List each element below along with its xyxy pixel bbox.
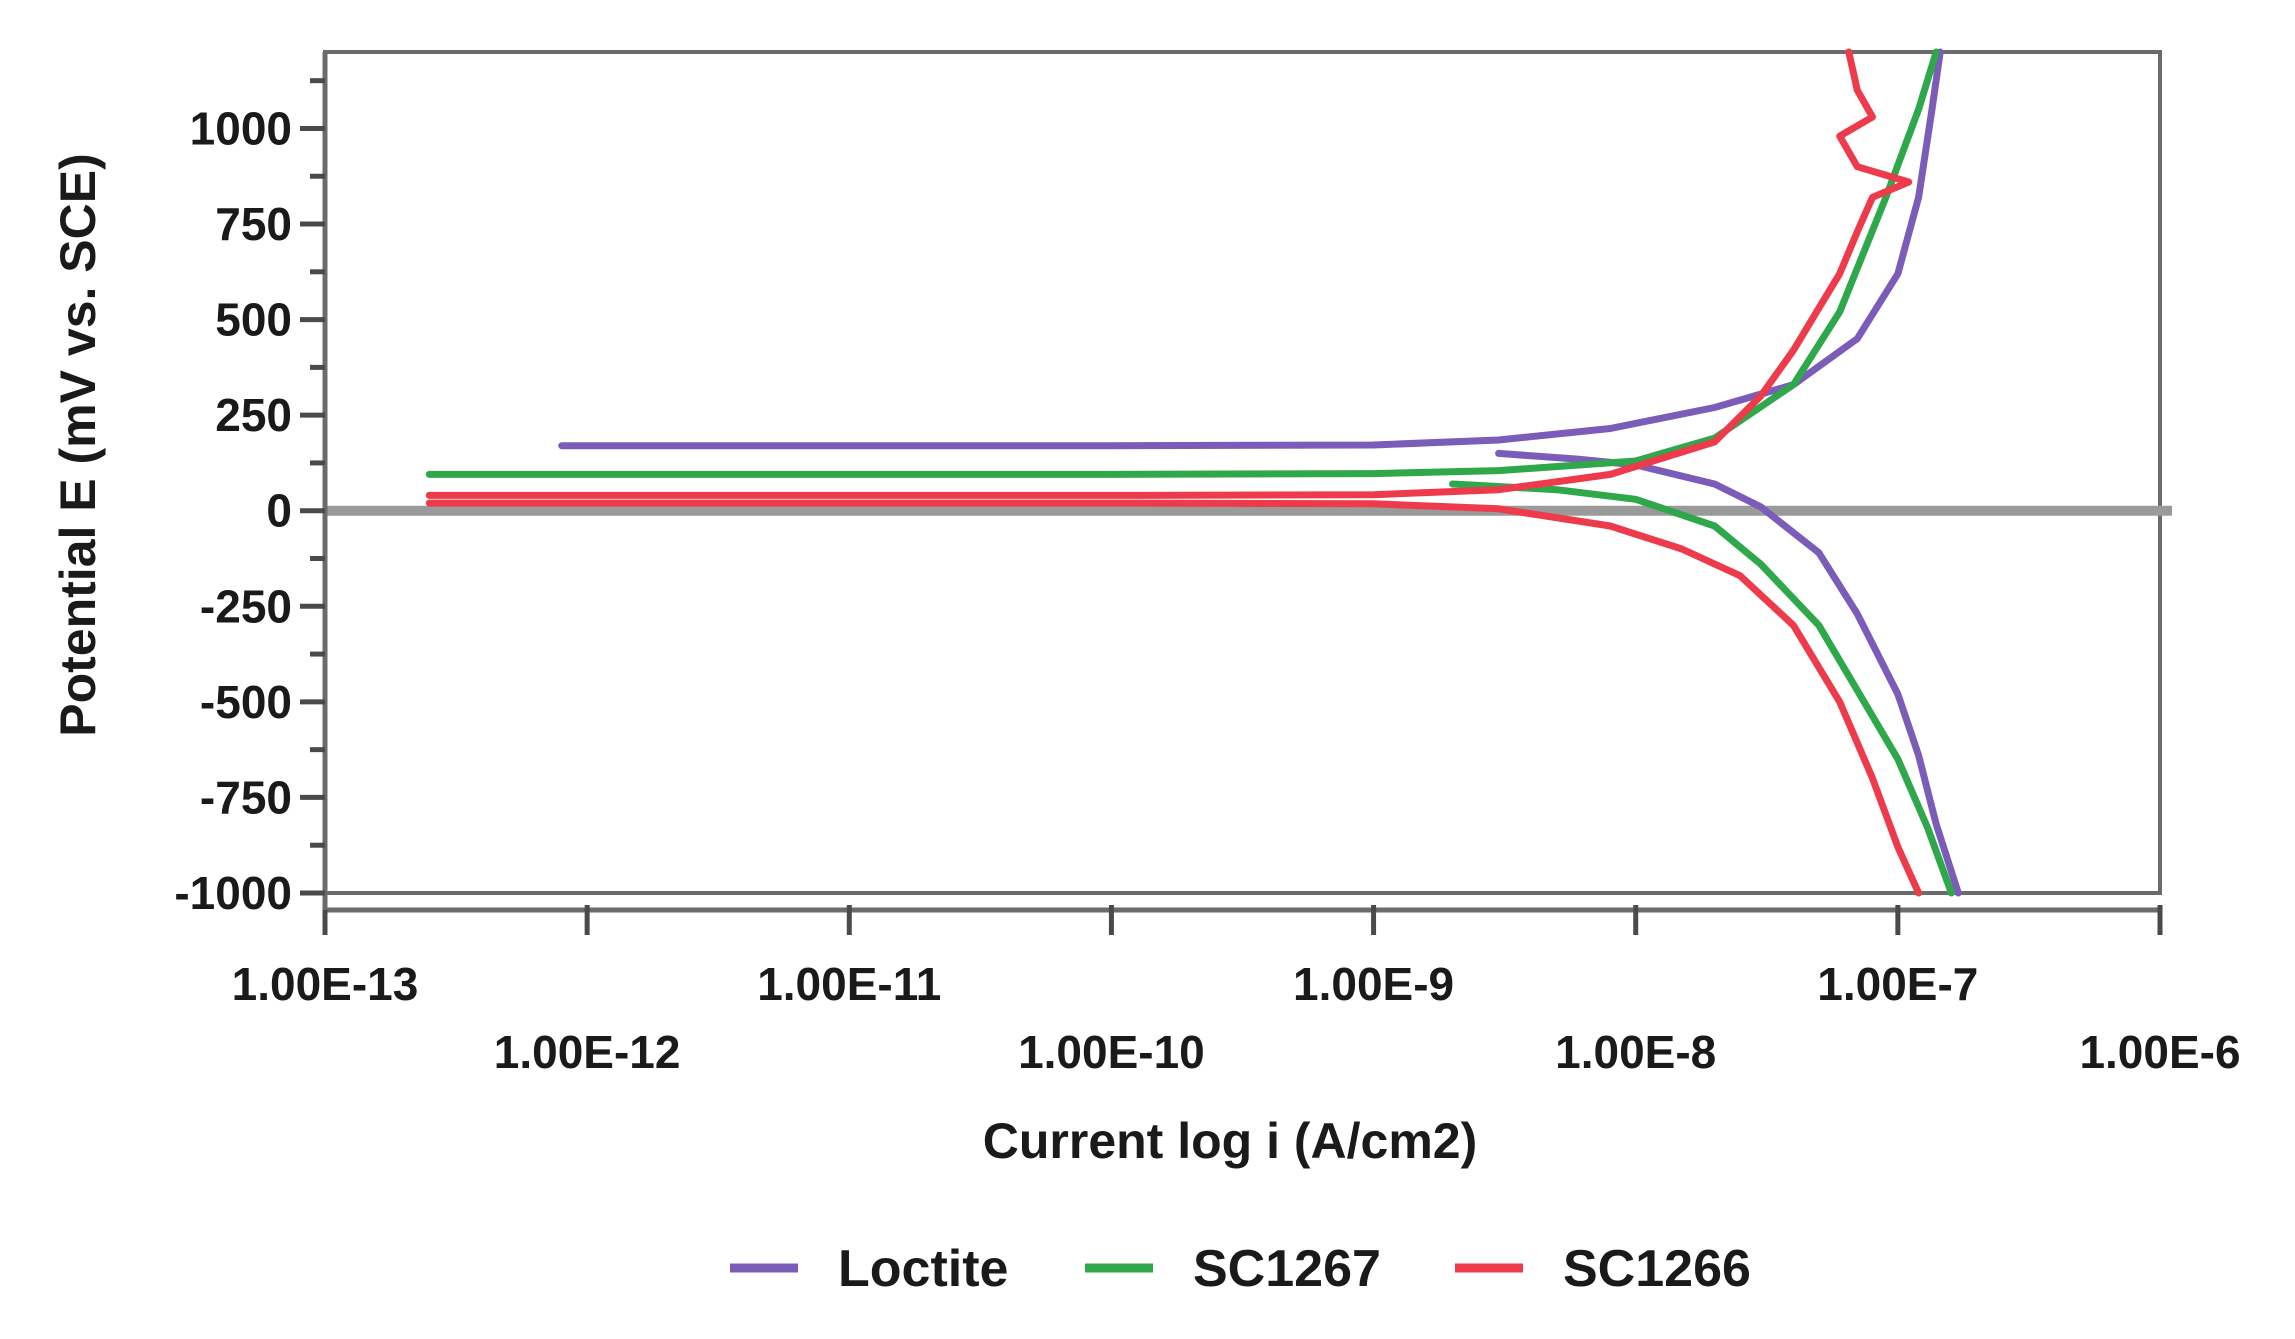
x-tick-label: 1.00E-9 [1293, 958, 1454, 1010]
x-axis-title: Current log i (A/cm2) [983, 1113, 1477, 1169]
y-tick-label: 0 [266, 485, 292, 537]
y-axis-title: Potential E (mV vs. SCE) [50, 153, 106, 736]
series-line-sc1266-cathodic [425, 499, 1923, 897]
series-line-sc1266-anodic [425, 48, 1913, 499]
y-tick-label: -750 [200, 771, 292, 823]
y-tick-label: -250 [200, 580, 292, 632]
y-tick-label: 750 [215, 198, 292, 250]
y-tick-label: 500 [215, 294, 292, 346]
x-tick-label: 1.00E-7 [1817, 958, 1978, 1010]
y-tick-label: 1000 [190, 102, 292, 154]
x-tick-label: 1.00E-10 [1018, 1026, 1205, 1078]
series-group [425, 48, 1962, 897]
x-tick-label: 1.00E-12 [494, 1026, 681, 1078]
series-line-loctite-anodic [558, 48, 1944, 450]
x-tick-label: 1.00E-6 [2079, 1026, 2240, 1078]
x-tick-label: 1.00E-8 [1555, 1026, 1716, 1078]
y-tick-label: 250 [215, 389, 292, 441]
legend-label-sc1267: SC1267 [1193, 1240, 1381, 1298]
x-tick-label: 1.00E-13 [232, 958, 419, 1010]
x-tick-label: 1.00E-11 [757, 958, 941, 1010]
y-tick-label: -1000 [174, 867, 292, 919]
series-line-sc1267-anodic [425, 48, 1940, 478]
legend-label-loctite: Loctite [838, 1240, 1008, 1298]
y-axis: -1000 -750 -500 -250 0 250 500 750 1000 [174, 52, 328, 919]
legend: Loctite SC1267 SC1266 [730, 1240, 1751, 1298]
series-line-sc1267-cathodic [1449, 480, 1955, 897]
legend-label-sc1266: SC1266 [1563, 1240, 1751, 1298]
x-axis: 1.00E-13 1.00E-12 1.00E-11 1.00E-10 1.00E-9 1… [232, 905, 2241, 1078]
y-tick-label: -500 [200, 676, 292, 728]
